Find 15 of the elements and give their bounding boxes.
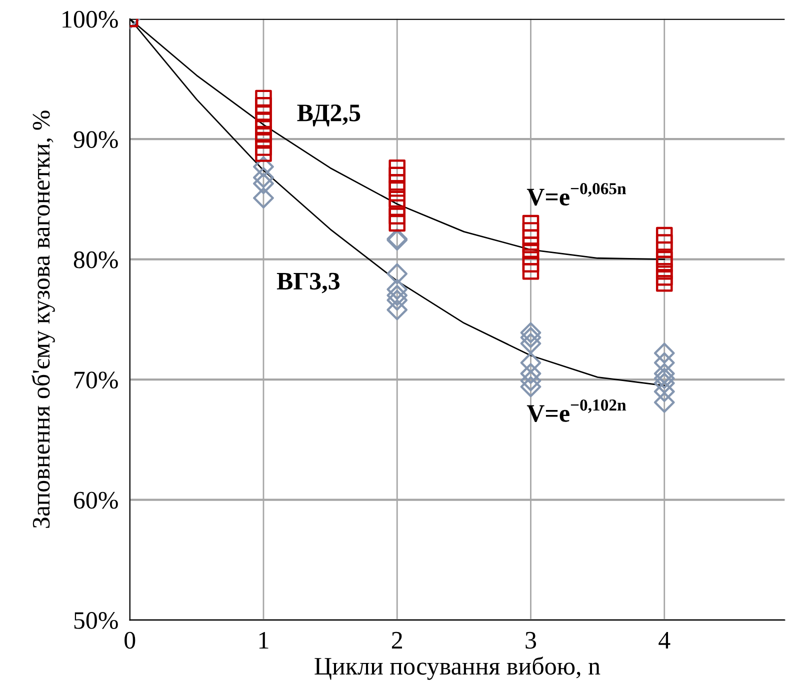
annotation: ВД2,5 [297, 104, 360, 126]
y-tick-label: 100% [62, 10, 118, 28]
y-tick-label: 60% [74, 492, 118, 509]
x-tick-label: 2 [392, 632, 402, 648]
x-tick-label: 4 [658, 632, 670, 648]
y-tick-label: 50% [74, 612, 118, 630]
x-tick-label: 3 [526, 632, 536, 649]
y-tick-label: 70% [74, 372, 118, 389]
x-tick-label: 1 [259, 632, 268, 648]
y-tick-label: 80% [74, 251, 118, 268]
x-tick-label: 0 [124, 632, 136, 649]
y-tick-label: 90% [74, 131, 118, 148]
x-axis-title: Цикли посування вибою, n [314, 656, 600, 680]
y-axis-title: Заповнення об'єму кузова вагонетки, % [32, 110, 55, 528]
annotation: ВГ3,3 [276, 272, 340, 294]
